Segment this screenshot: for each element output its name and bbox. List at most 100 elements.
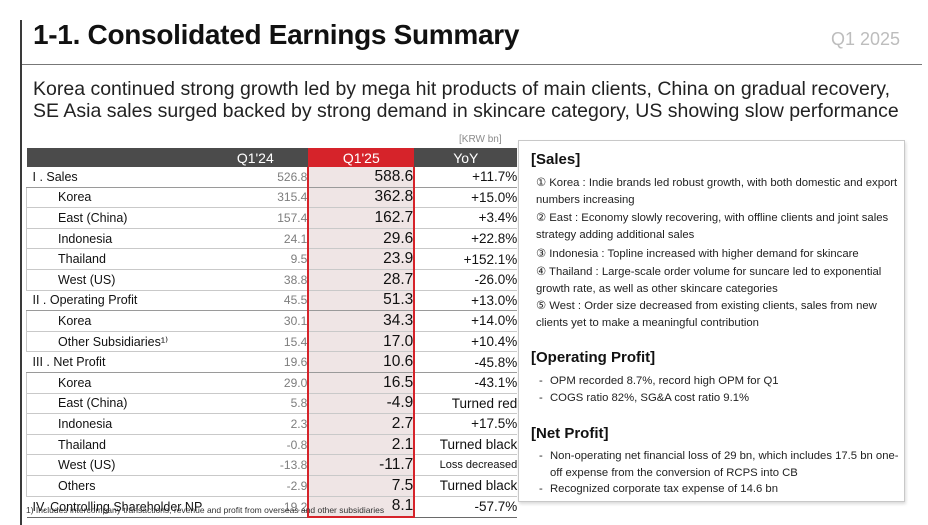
q125-value: 10.6 bbox=[307, 351, 416, 373]
q125-value: -4.9 bbox=[307, 393, 416, 415]
row-label: Korea bbox=[26, 372, 203, 394]
row-label: East (China) bbox=[26, 393, 203, 415]
sales-note-text: Economy slowly recovering, with offline … bbox=[536, 212, 889, 241]
sales-note-west: ⑤ West : Order size decreased from exist… bbox=[536, 298, 901, 331]
header-q124: Q1'24 bbox=[202, 148, 309, 167]
row-label: Korea bbox=[26, 310, 203, 332]
yoy-value: -26.0% bbox=[414, 269, 518, 291]
operating-profit-section-title: [Operating Profit] bbox=[531, 349, 656, 366]
table-row: Indonesia 2.3 2.7 +17.5% bbox=[26, 413, 518, 435]
table-row: Korea 29.0 16.5 -43.1% bbox=[26, 372, 518, 394]
q125-value: 362.8 bbox=[307, 187, 416, 209]
q124-value: 526.8 bbox=[202, 167, 309, 188]
headline-line-1: Korea continued strong growth led by meg… bbox=[33, 78, 891, 100]
dash-bullet-icon: - bbox=[539, 450, 543, 462]
table-row: West (US) -13.8 -11.7 Loss decreased bbox=[26, 454, 518, 476]
q124-value: 5.8 bbox=[202, 393, 309, 415]
sales-note-key: ⑤ West : bbox=[536, 300, 582, 312]
yoy-value: +10.4% bbox=[414, 331, 518, 353]
bullet-text: Non-operating net financial loss of 29 b… bbox=[550, 450, 899, 479]
headline-line-2: SE Asia sales surged backed by strong de… bbox=[33, 100, 899, 122]
dash-bullet-icon: - bbox=[539, 392, 543, 404]
q125-value: 17.0 bbox=[307, 331, 416, 353]
sales-note-key: ③ Indonesia : bbox=[536, 248, 605, 260]
row-label: Korea bbox=[26, 187, 203, 209]
headline-summary: Korea continued strong growth led by meg… bbox=[33, 78, 899, 122]
sales-note-text: Order size decreased from existing clien… bbox=[536, 300, 877, 329]
q124-value: 15.4 bbox=[202, 331, 309, 353]
sales-note-thailand: ④ Thailand : Large-scale order volume fo… bbox=[536, 264, 901, 297]
q125-value: 34.3 bbox=[307, 310, 416, 332]
table-row: I . Sales 526.8 588.6 +11.7% bbox=[26, 167, 518, 188]
q124-value: 19.6 bbox=[202, 351, 309, 373]
q124-value: 38.8 bbox=[202, 269, 309, 291]
operating-profit-bullet: - COGS ratio 82%, SG&A cost ratio 9.1% bbox=[536, 390, 901, 407]
row-label: Indonesia bbox=[26, 228, 203, 250]
row-label: Thailand bbox=[26, 248, 203, 270]
q125-value: 16.5 bbox=[307, 372, 416, 394]
q125-value: 7.5 bbox=[307, 475, 416, 497]
row-label: I . Sales bbox=[26, 167, 203, 188]
yoy-value: +14.0% bbox=[414, 310, 518, 332]
row-label: IV. Controlling Shareholder NP bbox=[26, 496, 203, 518]
q124-value: -13.8 bbox=[202, 454, 309, 476]
commentary-panel: [Sales] ① Korea : Indie brands led robus… bbox=[518, 140, 905, 502]
period-label: Q1 2025 bbox=[830, 29, 900, 49]
yoy-value: +17.5% bbox=[414, 413, 518, 435]
sales-note-indonesia: ③ Indonesia : Topline increased with hig… bbox=[536, 246, 901, 263]
row-label: Other Subsidiaries¹⁾ bbox=[26, 331, 203, 353]
row-label: Thailand bbox=[26, 434, 203, 456]
yoy-value: -57.7% bbox=[414, 496, 518, 518]
earnings-table: Q1'24 Q1'25 YoY I . Sales 526.8 588.6 +11.7… bbox=[26, 148, 518, 519]
q124-value: 30.1 bbox=[202, 310, 309, 332]
title-divider bbox=[22, 64, 922, 65]
table-row: Others -2.9 7.5 Turned black bbox=[26, 475, 518, 497]
header-yoy: YoY bbox=[414, 148, 518, 167]
unit-label: [KRW bn] bbox=[459, 134, 502, 145]
q125-value: 51.3 bbox=[307, 290, 416, 312]
q125-value: 29.6 bbox=[307, 228, 416, 250]
sales-note-text: Indie brands led robust growth, with bot… bbox=[536, 177, 898, 206]
bullet-text: OPM recorded 8.7%, record high OPM for Q… bbox=[550, 375, 779, 387]
q124-value: -2.9 bbox=[202, 475, 309, 497]
row-label: Others bbox=[26, 475, 203, 497]
operating-profit-bullet: - OPM recorded 8.7%, record high OPM for… bbox=[536, 373, 901, 390]
q124-value: 9.5 bbox=[202, 248, 309, 270]
q125-value: 2.7 bbox=[307, 413, 416, 435]
yoy-value: -43.1% bbox=[414, 372, 518, 394]
q125-value: 162.7 bbox=[307, 207, 416, 229]
header-label-column bbox=[26, 148, 203, 167]
q124-value: 19.2 bbox=[202, 496, 309, 518]
table-row: Other Subsidiaries¹⁾ 15.4 17.0 +10.4% bbox=[26, 331, 518, 353]
yoy-value: +22.8% bbox=[414, 228, 518, 250]
row-label: West (US) bbox=[26, 454, 203, 476]
sales-note-key: ② East : bbox=[536, 212, 579, 224]
q124-value: 157.4 bbox=[202, 207, 309, 229]
net-profit-section-title: [Net Profit] bbox=[531, 425, 609, 442]
sales-note-key: ① Korea : bbox=[536, 177, 586, 189]
q124-value: 29.0 bbox=[202, 372, 309, 394]
table-header-row: Q1'24 Q1'25 YoY bbox=[26, 148, 518, 167]
table-row: Thailand -0.8 2.1 Turned black bbox=[26, 434, 518, 456]
yoy-value: Turned black bbox=[414, 475, 518, 497]
yoy-value: +152.1% bbox=[414, 248, 518, 270]
table-row: West (US) 38.8 28.7 -26.0% bbox=[26, 269, 518, 291]
sales-section-title: [Sales] bbox=[531, 151, 581, 168]
q124-value: 2.3 bbox=[202, 413, 309, 435]
bullet-text: Recognized corporate tax expense of 14.6… bbox=[550, 483, 778, 495]
q125-value: 588.6 bbox=[307, 167, 416, 188]
yoy-value: Turned red bbox=[414, 393, 518, 415]
page-title: 1-1. Consolidated Earnings Summary bbox=[33, 19, 520, 50]
bullet-text: COGS ratio 82%, SG&A cost ratio 9.1% bbox=[550, 392, 750, 404]
yoy-value: +3.4% bbox=[414, 207, 518, 229]
sales-note-east: ② East : Economy slowly recovering, with… bbox=[536, 210, 901, 243]
table-row: East (China) 157.4 162.7 +3.4% bbox=[26, 207, 518, 229]
sales-note-text: Topline increased with higher demand for… bbox=[607, 248, 859, 260]
row-label: East (China) bbox=[26, 207, 203, 229]
q125-value: 23.9 bbox=[307, 248, 416, 270]
sales-note-text: Large-scale order volume for suncare led… bbox=[536, 266, 882, 295]
q125-value: 2.1 bbox=[307, 434, 416, 456]
q124-value: 315.4 bbox=[202, 187, 309, 209]
q124-value: 24.1 bbox=[202, 228, 309, 250]
table-row: East (China) 5.8 -4.9 Turned red bbox=[26, 393, 518, 415]
